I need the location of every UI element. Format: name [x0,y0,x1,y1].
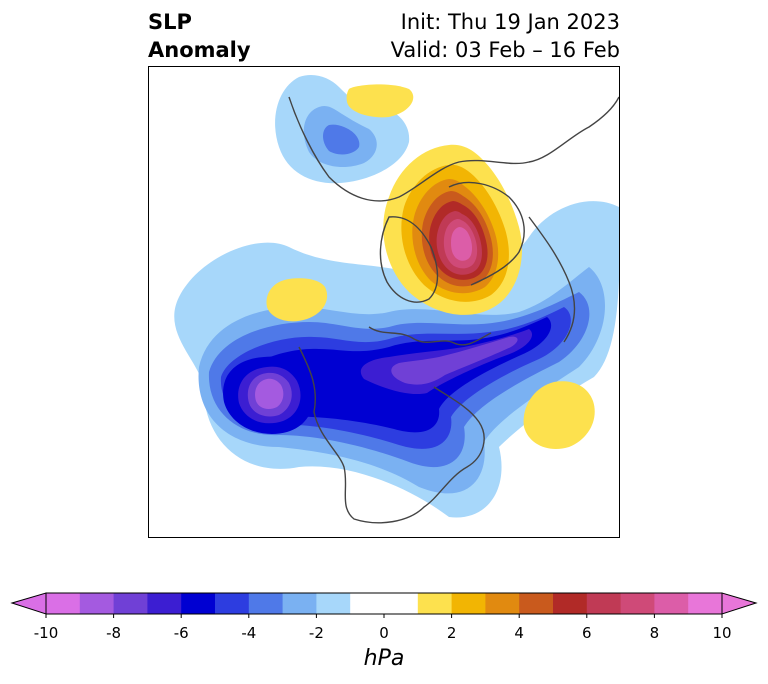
contour-atlantic-high-p1 [523,381,595,449]
contour-epac-high-p1 [266,278,328,322]
contour-europe-low-m3 [323,124,360,155]
valid-range: Valid: 03 Feb – 16 Feb [390,38,620,62]
contour-arctic-high-p8 [451,227,473,261]
colorbar-tick-label: 2 [446,624,457,642]
contour-gulf-low-m9 [255,378,284,409]
colorbar-cell [350,593,385,614]
coastline-greenland [379,216,439,303]
colorbar-tick-label: -10 [33,624,59,642]
colorbar-tick-label: 10 [712,624,732,642]
colorbar-cell [248,593,284,614]
coastline-east-asia [528,216,576,343]
map-dates: Init: Thu 19 Jan 2023 Valid: 03 Feb – 16… [391,8,620,64]
colorbar-cell [282,593,317,614]
colorbar-tick-label: -6 [173,624,189,642]
colorbar-tick-label: -4 [241,624,257,642]
contour-fill [174,75,619,518]
colorbar-cell [586,593,622,614]
map-title: SLP Anomaly [148,8,251,64]
colorbar-cell [147,593,182,614]
coastline-siberia [448,181,525,286]
contour-pacific-low-m7 [391,336,518,385]
colorbar-cell [215,593,250,614]
colorbar-cell [46,593,81,614]
coastlines [288,96,619,524]
colorbar-cell [384,593,419,614]
coastline-arctic-canada [368,326,492,346]
colorbar-cell [654,593,689,614]
map-panel [148,66,620,538]
colorbar-unit-label: hPa [363,646,405,671]
anomaly-map [174,75,619,524]
coastline-eurasia [288,96,619,202]
colorbar-cell [417,593,453,614]
colorbar-cell [485,593,520,614]
title-field: Anomaly [148,38,251,62]
colorbar-cell [553,593,588,614]
colorbar-tick-label: 6 [582,624,592,642]
coastline-north-america [298,346,485,524]
init-date: Init: Thu 19 Jan 2023 [400,10,620,34]
colorbar-cell [181,593,216,614]
colorbar-cell [451,593,486,614]
colorbar-cell [688,593,723,614]
colorbar-tick-label: 8 [649,624,660,642]
contour-greenland-high-p1 [346,84,414,118]
colorbar-cell [79,593,115,614]
colorbar-tick-label: 0 [379,624,389,642]
colorbar [10,592,758,618]
colorbar-tick-label: -2 [308,624,324,642]
title-variable: SLP [148,10,192,34]
colorbar-cells [46,593,723,614]
colorbar-cell [519,593,554,614]
colorbar-cell [316,593,351,614]
colorbar-ticks [45,614,723,618]
colorbar-tick-label: 4 [514,624,524,642]
colorbar-cell [620,593,655,614]
colorbar-tick-label: -8 [106,624,122,642]
colorbar-extend-low [10,592,47,615]
colorbar-cell [113,593,148,614]
colorbar-extend-high [721,592,758,615]
